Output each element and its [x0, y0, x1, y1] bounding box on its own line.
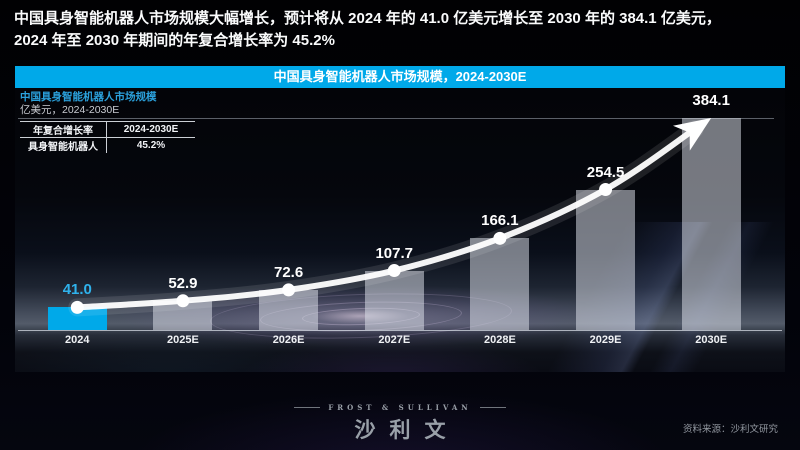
category-label-2025E: 2025E: [167, 334, 199, 346]
value-label-2027E: 107.7: [375, 244, 414, 262]
value-label-2024: 41.0: [62, 281, 92, 299]
category-label-2028E: 2028E: [483, 334, 516, 346]
value-label-2029E: 254.5: [586, 163, 625, 181]
category-label-2030E: 2030E: [695, 334, 728, 346]
chart-area: 中国具身智能机器人市场规模 亿美元，2024-2030E 年复合增长率 2024…: [15, 88, 785, 372]
bar-2024: [47, 307, 107, 330]
logo-cjk-text: 沙利文: [354, 417, 460, 442]
category-label-2027E: 2027E: [378, 334, 411, 346]
cagr-row-label: 具身智能机器人: [28, 142, 98, 153]
category-label-2029E: 2029E: [589, 334, 622, 346]
headline: 中国具身智能机器人市场规模大幅增长，预计将从 2024 年的 41.0 亿美元增…: [14, 10, 721, 49]
bar-2029E: [576, 189, 636, 330]
top-gridline: [18, 118, 774, 119]
logo-rule-right: [479, 407, 506, 408]
chart-name: 中国具身智能机器人市场规模: [20, 91, 157, 103]
value-label-2028E: 166.1: [481, 212, 519, 230]
bar-2030E: [681, 118, 741, 330]
bar-2028E: [470, 238, 530, 330]
logo-rule-left: [294, 407, 321, 408]
value-label-2026E: 72.6: [273, 263, 304, 281]
chart-title-banner: 中国具身智能机器人市场规模，2024-2030E: [15, 66, 785, 88]
bar-2026E: [259, 289, 319, 330]
category-label-2024: 2024: [65, 334, 90, 346]
value-label-2025E: 52.9: [168, 274, 198, 292]
chart-unit: 亿美元，2024-2030E: [20, 104, 120, 116]
frost-sullivan-logo: FROST & SULLIVAN 沙利文: [0, 403, 800, 444]
chart-subtitle: 中国具身智能机器人市场规模 亿美元，2024-2030E: [20, 91, 157, 117]
bar-2027E: [364, 270, 424, 330]
x-axis-line: [18, 330, 782, 331]
value-label-2030E: 384.1: [692, 92, 730, 109]
bars-layer: 41.0 2024 52.9 2025E 72.6 2026E 107.7 2027E 166.…: [15, 88, 785, 372]
category-label-2026E: 2026E: [272, 334, 305, 346]
source-note: 资料来源：沙利文研究: [682, 424, 778, 435]
logo-latin-text: FROST & SULLIVAN: [328, 403, 472, 412]
bar-2025E: [153, 300, 213, 330]
